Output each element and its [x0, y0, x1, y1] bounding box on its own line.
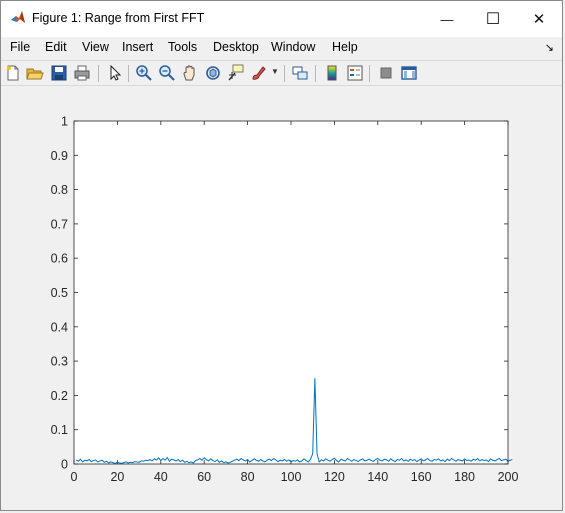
y-tick-label: 0.2	[51, 389, 68, 403]
menu-tools[interactable]: Tools	[168, 40, 198, 54]
toolbar-separator	[98, 65, 99, 82]
toolbar-separator	[284, 65, 285, 82]
legend-icon[interactable]	[346, 64, 364, 82]
maximize-button[interactable]: ☐	[470, 1, 516, 37]
axes-background	[74, 121, 508, 464]
figure-canvas: 0 20 40 60 80 100 120 140 160 180 200 0 0.1 0.2 0.3 0.4…	[3, 87, 562, 510]
figure-toolbar: ▼	[1, 60, 562, 86]
brush-dropdown-icon[interactable]: ▼	[271, 67, 279, 76]
rotate-3d-icon[interactable]	[204, 64, 222, 82]
x-tick-label: 80	[241, 470, 255, 484]
y-tick-label: 0.4	[51, 320, 68, 334]
pointer-icon[interactable]	[106, 64, 124, 82]
y-tick-label: 0.1	[51, 423, 68, 437]
open-file-icon[interactable]	[26, 64, 44, 82]
y-tick-label: 0.7	[51, 217, 68, 231]
x-tick-label: 100	[281, 470, 302, 484]
x-tick-label: 120	[324, 470, 345, 484]
x-tick-label: 140	[367, 470, 388, 484]
toolbar-separator	[128, 65, 129, 82]
show-plot-tools-icon[interactable]	[400, 64, 418, 82]
y-tick-label: 0.5	[51, 286, 68, 300]
save-icon[interactable]	[50, 64, 68, 82]
dock-arrow-icon[interactable]: ↘	[544, 42, 554, 54]
menu-help[interactable]: Help	[332, 40, 358, 54]
x-tick-label: 0	[71, 470, 78, 484]
zoom-out-icon[interactable]	[158, 64, 176, 82]
y-tick-label: 0.6	[51, 252, 68, 266]
maximize-icon: ☐	[485, 11, 501, 28]
x-tick-label: 20	[110, 470, 124, 484]
minimize-button[interactable]: —	[424, 1, 470, 37]
brush-icon[interactable]	[250, 64, 268, 82]
window-title: Figure 1: Range from First FFT	[32, 11, 205, 25]
x-tick-label: 60	[197, 470, 211, 484]
menu-edit[interactable]: Edit	[45, 40, 67, 54]
range-fft-chart[interactable]: 0 20 40 60 80 100 120 140 160 180 200 0 0.1 0.2 0.3 0.4…	[3, 87, 562, 510]
axes-box	[73, 120, 509, 465]
zoom-in-icon[interactable]	[135, 64, 153, 82]
x-tick-label: 160	[411, 470, 432, 484]
y-tick-label: 1	[61, 115, 68, 129]
toolbar-separator	[315, 65, 316, 82]
toolbar-separator	[369, 65, 370, 82]
print-icon[interactable]	[73, 64, 91, 82]
y-tick-label: 0	[61, 458, 68, 472]
matlab-logo-icon	[11, 11, 25, 23]
close-button[interactable]: ✕	[516, 1, 562, 37]
y-tick-label: 0.3	[51, 355, 68, 369]
new-figure-icon[interactable]	[4, 64, 22, 82]
y-tick-label: 0.8	[51, 183, 68, 197]
menu-desktop[interactable]: Desktop	[213, 40, 259, 54]
pan-icon[interactable]	[181, 64, 199, 82]
colorbar-icon[interactable]	[323, 64, 341, 82]
hide-plot-tools-icon[interactable]	[377, 64, 395, 82]
x-tick-label: 40	[154, 470, 168, 484]
link-plot-icon[interactable]	[291, 64, 309, 82]
data-cursor-icon[interactable]	[227, 64, 245, 82]
y-tick-label: 0.9	[51, 149, 68, 163]
minimize-icon: —	[440, 11, 454, 27]
title-bar[interactable]: Figure 1: Range from First FFT — ☐ ✕	[1, 1, 562, 37]
menu-window[interactable]: Window	[271, 40, 316, 54]
menu-view[interactable]: View	[82, 40, 109, 54]
x-tick-label: 200	[498, 470, 519, 484]
menu-bar: File Edit View Insert Tools Desktop Wind…	[1, 37, 562, 59]
fft-magnitude-line	[75, 378, 513, 464]
menu-insert[interactable]: Insert	[122, 40, 154, 54]
close-icon: ✕	[532, 11, 546, 28]
x-tick-label: 180	[454, 470, 475, 484]
menu-file[interactable]: File	[10, 40, 31, 54]
